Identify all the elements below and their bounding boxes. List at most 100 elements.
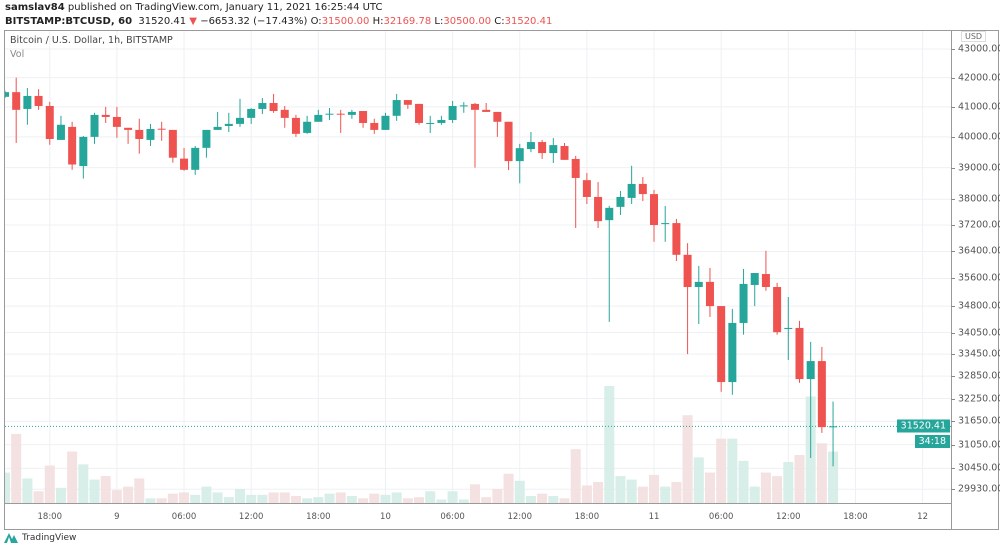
volume-bar [649,474,660,503]
volume-bar [772,476,783,503]
price-change: −6653.32 (−17.43%) [200,16,308,27]
price-tick-label: 32250.00 [958,393,1000,405]
volume-bar [570,449,581,503]
volume-bar [246,494,257,503]
price-tick-mark [951,489,955,491]
candle-body-up [526,142,535,150]
candle-body-up [5,92,9,97]
candle-body-down [594,196,603,222]
price-tick-mark [951,77,955,79]
candle-body-up [347,111,356,115]
price-axis-border [951,30,952,530]
candle-body-down [482,109,491,112]
candle-body-up [426,122,435,124]
price-tick-mark [951,251,955,253]
tradingview-logo[interactable]: TradingView [3,531,76,544]
candle-body-up [202,129,211,148]
candle-body-up [213,126,222,130]
volume-bar [828,451,839,503]
volume-bar [537,493,548,503]
volume-bar [548,495,559,503]
time-tick-label: 12 [917,512,928,522]
price-tick-mark [951,136,955,138]
price-tick-label: 36400.00 [958,245,1000,257]
volume-bar [257,494,268,503]
candle-body-down [336,113,345,115]
low-label: L: [434,16,444,27]
price-tick-label: 38000.00 [958,193,1000,205]
volume-bar [156,498,167,503]
price-tick-mark [951,376,955,378]
volume-bar [615,476,626,503]
currency-label[interactable]: USD [961,31,987,42]
candle-body-up [146,128,155,140]
high-label: H: [372,16,384,27]
author-name[interactable]: samslav84 [5,2,65,13]
candle-body-up [549,145,558,154]
low-value: 30500.00 [443,16,492,27]
volume-bar [581,485,592,503]
volume-bar [212,492,223,503]
price-tick-mark [951,199,955,201]
volume-bar [626,479,637,503]
volume-bar [44,465,55,503]
brand-name: TradingView [22,532,77,543]
volume-bar [514,480,525,503]
volume-bar [190,494,201,503]
candle-body-down [773,287,782,333]
candle-body-down [370,122,379,130]
candle-body-up [750,273,759,285]
candle-body-up [191,147,200,170]
candle-body-down [124,127,133,130]
price-tick-label: 40000.00 [958,131,1000,143]
price-tick-mark [951,278,955,280]
time-tick-label: 12:00 [507,512,532,522]
volume-bar [11,433,22,503]
candle-body-down [403,100,412,105]
candle-body-down [717,306,726,383]
candle-body-down [571,158,580,178]
candle-body-down [68,126,77,165]
volume-bar [503,473,514,503]
candle-body-down [761,274,770,288]
volume-bar [279,492,290,503]
chart-frame [4,30,999,530]
volume-bar [67,451,78,503]
price-tick-mark [951,167,955,169]
chart-title: Bitcoin / U.S. Dollar, 1h, BITSTAMP [10,35,173,46]
volume-bar [693,457,704,503]
volume-bar [469,484,480,503]
candle-body-up [661,223,670,225]
candle-body-up [258,103,267,109]
volume-bar [123,486,134,503]
volume-bar [738,460,749,503]
volume-bar [727,438,738,503]
candle-body-down [470,103,479,110]
candle-body-down [359,111,368,123]
candle-body-up [739,283,748,323]
volume-bar [313,497,324,503]
plot-area [5,77,951,503]
candle-body-down [280,109,289,118]
volume-bar [100,476,111,503]
price-tick-label: 35600.00 [958,272,1000,284]
volume-bar [290,495,301,503]
volume-bar [167,493,178,503]
candle-body-up [235,117,244,124]
close-value: 31520.41 [504,16,553,27]
publish-info: samslav84 published on TradingView.com, … [5,2,382,13]
candle-body-up [303,121,312,133]
volume-bar [346,495,357,503]
volume-bar [660,486,671,503]
candle-body-up [459,105,468,107]
volume-bar [22,478,33,503]
candle-body-down [683,254,692,288]
candle-body-up [728,322,737,383]
open-value: 31500.00 [321,16,370,27]
price-tick-label: 32850.00 [958,370,1000,382]
candle-body-up [79,136,88,167]
time-tick-label: 18:00 [574,512,600,522]
candle-body-up [437,119,446,123]
volume-bar [402,498,413,503]
